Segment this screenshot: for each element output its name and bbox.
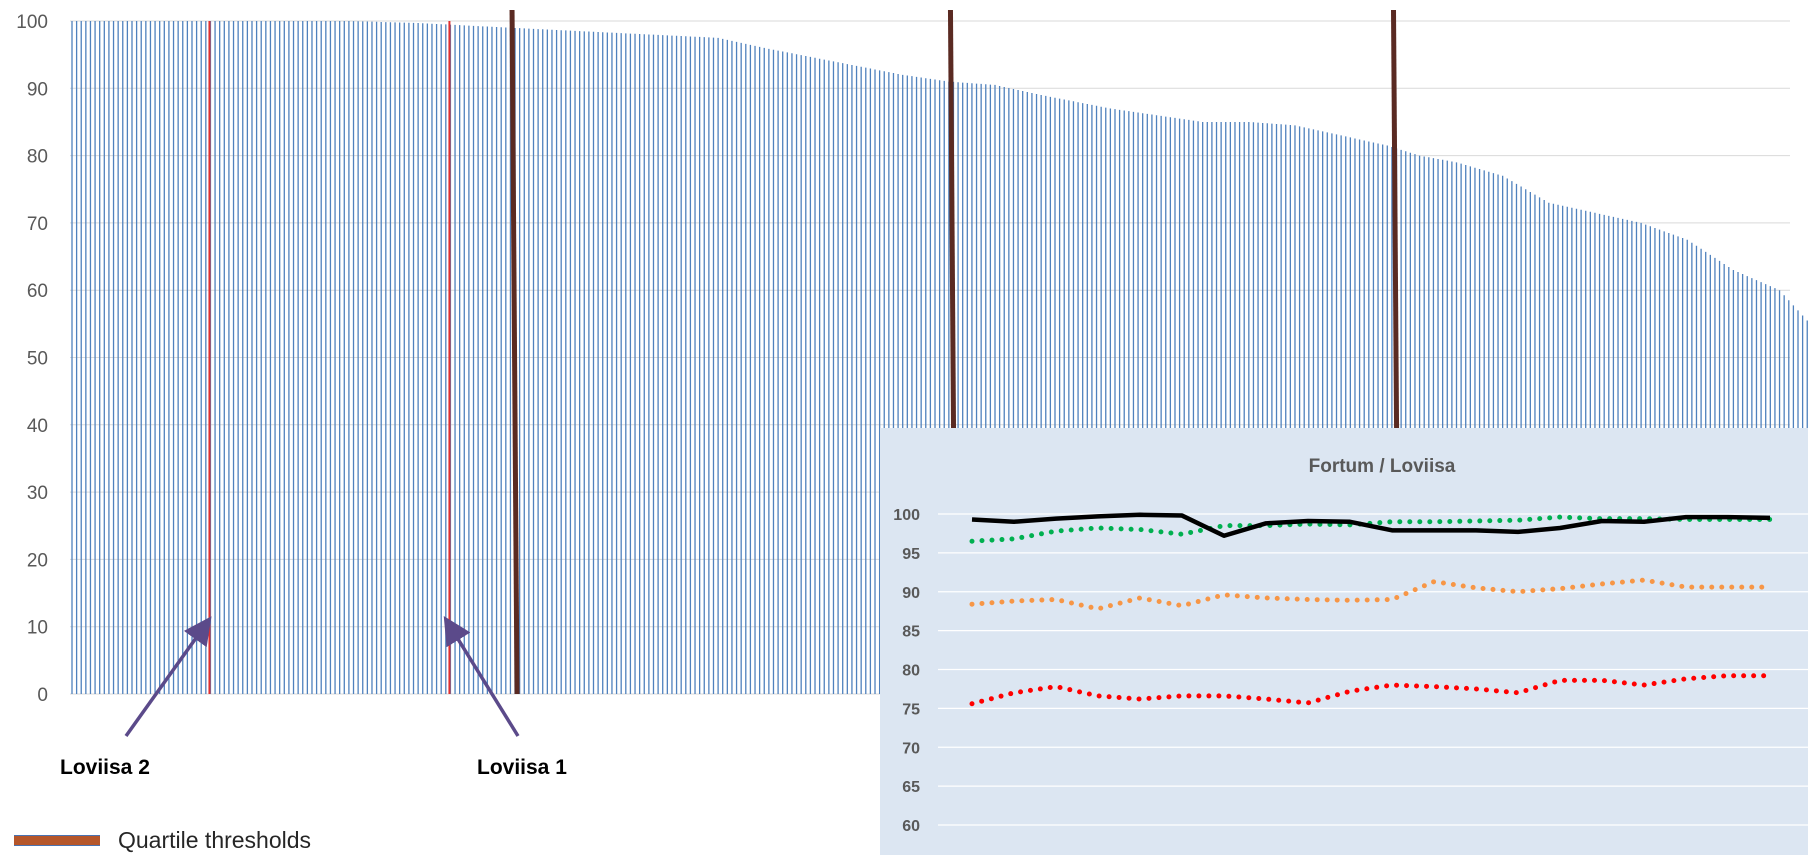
inset-y-tick-label: 95 [902,546,920,563]
inset-y-tick-label: 70 [902,740,920,757]
main-y-axis: 0 10 20 30 40 50 60 70 80 90 100 [16,12,48,706]
inset-series-line [969,577,1773,612]
annotation-arrow [124,616,212,738]
main-y-tick-label: 100 [16,12,48,33]
main-y-tick-label: 50 [27,349,48,370]
quartile-threshold-line [509,9,520,695]
annotation-arrows [124,616,520,738]
main-y-tick-label: 20 [27,550,48,571]
inset-series-line [971,512,1771,539]
inset-y-tick-label: 65 [902,779,920,796]
main-y-tick-label: 0 [37,685,48,706]
main-y-tick-label: 60 [27,281,48,302]
inset-y-tick-label: 75 [902,701,920,718]
legend-label: Quartile thresholds [118,827,312,853]
inset-line-chart: Fortum / Loviisa 60 65 70 75 80 85 90 95 100 [880,428,1808,855]
inset-series-line [969,673,1773,707]
inset-chart-title: Fortum / Loviisa [1309,456,1456,477]
annotation-loviisa-1: Loviisa 1 [477,756,567,779]
inset-y-tick-label: 90 [902,585,920,602]
main-y-tick-label: 10 [27,618,48,639]
inset-y-tick-label: 100 [893,507,920,524]
main-y-tick-label: 70 [27,214,48,235]
inset-y-tick-label: 60 [902,818,920,835]
main-y-tick-label: 80 [27,147,48,168]
inset-y-axis: 60 65 70 75 80 85 90 95 100 [893,507,920,835]
inset-y-tick-label: 80 [902,663,920,680]
legend-swatch [14,835,100,846]
main-y-tick-label: 40 [27,416,48,437]
main-y-tick-label: 30 [27,483,48,504]
main-y-tick-label: 90 [27,79,48,100]
annotation-arrow [443,616,520,737]
annotation-loviisa-2: Loviisa 2 [60,756,150,779]
inset-series [969,512,1773,707]
legend: Quartile thresholds [0,826,311,855]
inset-y-tick-label: 85 [902,624,920,641]
inset-series-line [969,514,1773,544]
inset-gridlines [938,513,1808,826]
